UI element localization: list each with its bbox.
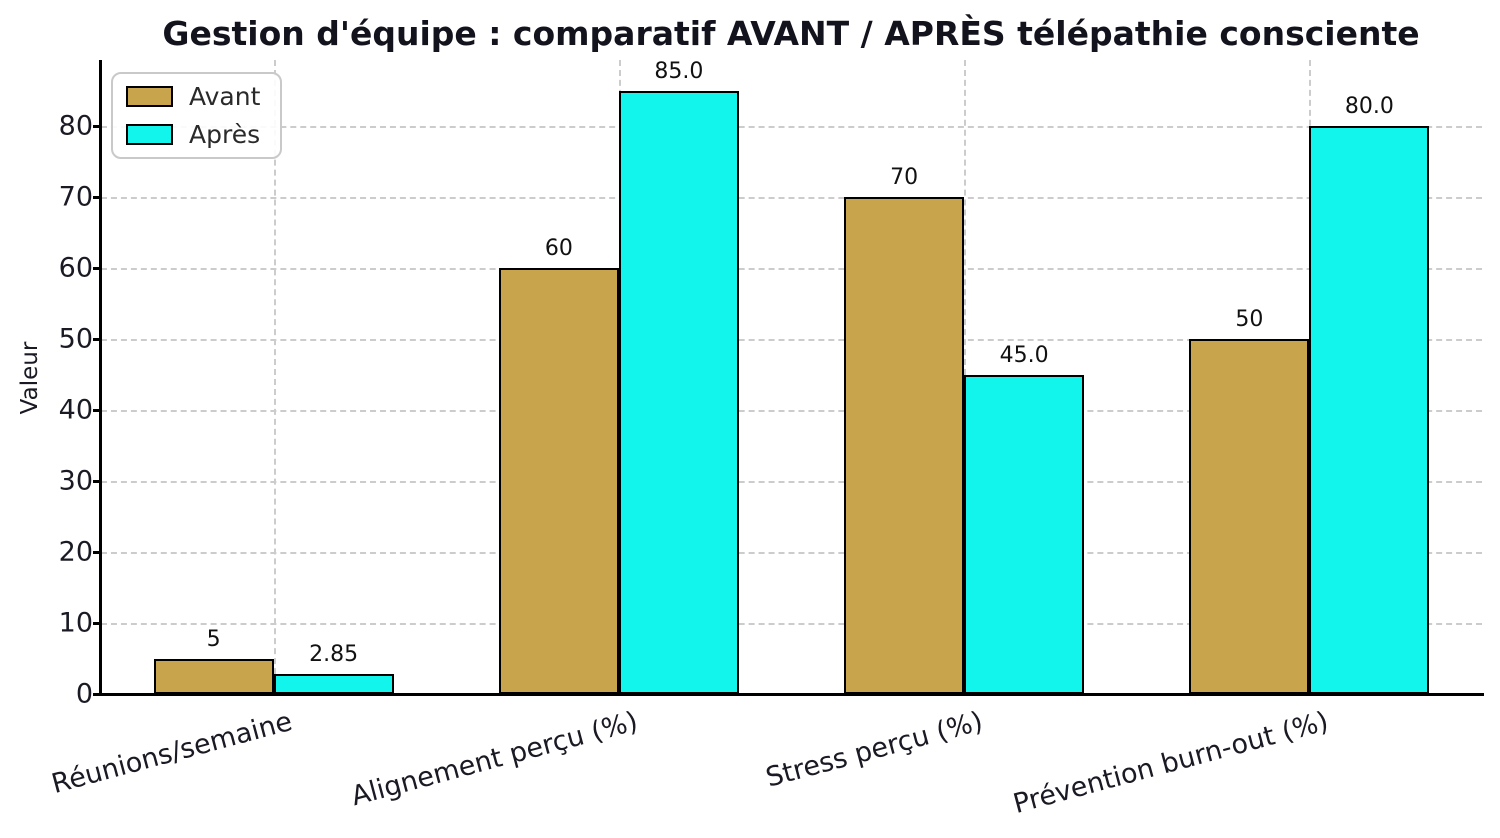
bar-avant <box>498 268 619 694</box>
bar-avant <box>844 197 965 694</box>
x-axis-spine <box>99 693 1484 696</box>
bar-apres <box>618 90 739 694</box>
bar-value-label: 60 <box>544 236 573 262</box>
bar-value-label: 5 <box>206 626 221 652</box>
bar-value-label: 2.85 <box>309 641 359 667</box>
x-tick-label: Stress perçu (%) <box>762 706 987 794</box>
y-tick-label: 10 <box>58 607 93 639</box>
y-tick-mark <box>93 622 101 625</box>
h-gridline <box>101 268 1482 271</box>
bar-value-label: 80.0 <box>1344 94 1394 120</box>
bar-apres <box>1309 126 1430 694</box>
legend-item-avant: Avant <box>126 83 260 111</box>
y-tick-mark <box>93 480 101 483</box>
bar-avant <box>153 658 274 694</box>
bar-value-label: 50 <box>1235 307 1264 333</box>
x-tick-label: Prévention burn-out (%) <box>1009 706 1332 820</box>
legend-swatch-avant <box>126 86 173 108</box>
legend-item-apres: Après <box>126 119 261 149</box>
y-tick-label: 50 <box>58 323 93 355</box>
legend: Avant Après <box>111 72 283 159</box>
y-tick-mark <box>93 693 101 696</box>
bar-apres <box>964 374 1085 694</box>
bar-avant <box>1189 339 1310 694</box>
y-tick-mark <box>93 125 101 128</box>
h-gridline <box>101 410 1482 412</box>
bar-value-label: 85.0 <box>654 58 704 84</box>
h-gridline <box>101 481 1482 483</box>
y-tick-mark <box>93 267 101 270</box>
y-axis-label: Valeur <box>17 341 43 415</box>
bar-apres <box>273 673 394 694</box>
y-tick-label: 70 <box>58 181 93 213</box>
y-tick-label: 20 <box>58 536 93 568</box>
legend-label-apres: Après <box>189 119 261 149</box>
y-tick-label: 0 <box>75 678 93 710</box>
h-gridline <box>101 126 1482 129</box>
chart-title: Gestion d'équipe : comparatif AVANT / AP… <box>162 14 1420 53</box>
y-tick-mark <box>93 409 101 412</box>
legend-label-avant: Avant <box>189 82 261 111</box>
y-tick-label: 40 <box>58 394 93 426</box>
x-tick-label: Alignement perçu (%) <box>347 706 641 813</box>
h-gridline <box>101 197 1482 200</box>
y-tick-label: 30 <box>58 465 93 497</box>
x-tick-label: Réunions/semaine <box>48 706 296 800</box>
plot-area: Avant Après 5 60 70 50 2.85 85.0 45.0 80.0 <box>99 58 1484 696</box>
legend-swatch-apres <box>126 123 173 145</box>
y-axis-spine <box>99 60 102 696</box>
y-tick-label: 80 <box>58 110 93 142</box>
h-gridline <box>101 339 1482 342</box>
bar-value-label: 45.0 <box>999 342 1049 368</box>
y-tick-mark <box>93 338 101 341</box>
h-gridline <box>101 623 1482 625</box>
y-tick-label: 60 <box>58 252 93 284</box>
y-tick-mark <box>93 196 101 199</box>
v-gridline <box>273 60 276 694</box>
y-tick-mark <box>93 551 101 554</box>
bar-value-label: 70 <box>890 165 919 191</box>
h-gridline <box>101 552 1482 554</box>
